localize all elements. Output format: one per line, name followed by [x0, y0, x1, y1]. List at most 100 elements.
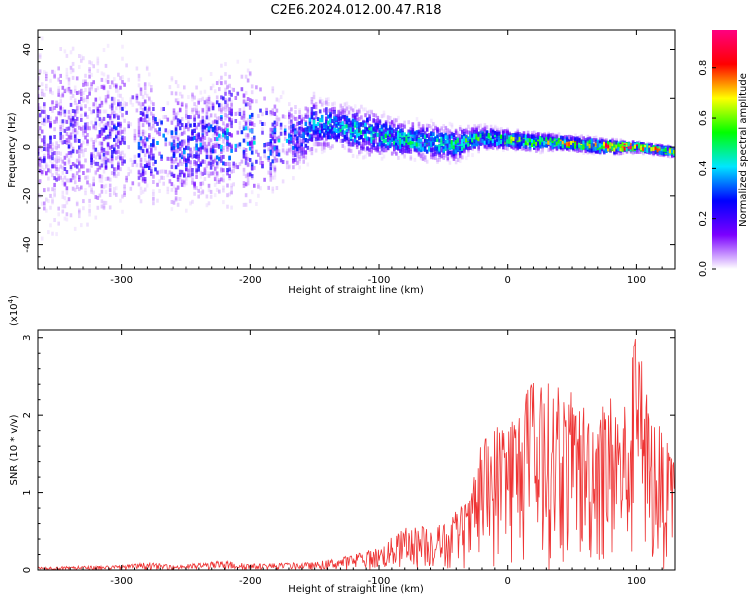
spectrogram-cell	[660, 144, 664, 149]
spectrogram-cell	[121, 102, 124, 107]
spectrogram-cell	[337, 133, 340, 138]
spectrogram-cell	[137, 195, 141, 200]
spectrogram-cell	[615, 150, 618, 154]
spectrogram-cell	[415, 148, 419, 153]
spectrogram-cell	[269, 166, 273, 171]
spectrogram-cell	[543, 133, 546, 138]
spectrogram-cell	[582, 151, 585, 155]
spectrogram-cell	[228, 142, 231, 147]
spectrogram-cells	[38, 36, 675, 241]
spectrogram-cell	[100, 146, 104, 151]
spectrogram-cell	[191, 168, 194, 172]
spectrogram-cell	[104, 200, 108, 205]
spectrogram-cell	[131, 163, 135, 167]
spectrogram-cell	[67, 89, 71, 94]
spectrogram-cell	[516, 140, 520, 144]
spectrogram-cell	[290, 129, 293, 134]
spectrogram-cell	[339, 119, 343, 124]
spectrogram-cell	[143, 139, 147, 144]
spectrogram-cell	[296, 149, 299, 154]
spectrogram-cell	[133, 154, 137, 159]
spectrogram-cell	[226, 161, 229, 166]
spectrogram-cell	[127, 121, 130, 126]
spectrogram-cell	[61, 85, 65, 90]
spectrogram-cell	[250, 162, 254, 167]
spectrogram-cell	[137, 173, 141, 177]
spectrogram-cell	[269, 150, 273, 155]
spectrogram-cell	[362, 138, 365, 143]
spectrogram-cell	[137, 133, 141, 138]
spectrogram-cell	[244, 126, 248, 131]
spectrogram-cell	[67, 161, 71, 166]
spectrogram-cell	[594, 146, 598, 151]
spectrogram-cell	[283, 136, 287, 141]
spectrogram-cell	[549, 133, 553, 138]
spectrogram-cell	[148, 117, 151, 122]
spectrogram-cell	[615, 147, 618, 152]
spectrogram-cell	[96, 61, 100, 66]
spectrogram-cell	[343, 124, 347, 129]
spectrogram-cell	[613, 140, 616, 145]
spectrogram-cell	[306, 110, 310, 115]
spectrogram-cell	[226, 168, 229, 172]
spectrogram-cell	[80, 88, 83, 93]
spectrogram-cell	[654, 150, 658, 155]
spectrogram-cell	[461, 149, 464, 154]
spectrogram-cell	[528, 134, 532, 139]
spectrogram-cell	[82, 140, 85, 145]
spectrogram-cell	[384, 148, 388, 153]
spectrogram-cell	[290, 113, 293, 118]
spectrogram-cell	[166, 173, 170, 178]
spectrogram-cell	[176, 174, 180, 179]
spectrogram-cell	[121, 97, 124, 102]
spectrogram-cell	[399, 128, 402, 133]
spectrogram-cell	[82, 199, 85, 204]
spectrogram-cell	[240, 130, 244, 135]
spectrogram-cell	[397, 155, 400, 160]
spectrogram-cell	[479, 133, 483, 138]
spectrogram-cell	[436, 159, 439, 164]
spectrogram-cell	[195, 108, 198, 113]
spectrogram-cell	[59, 157, 62, 162]
spectrogram-cell	[298, 141, 301, 146]
spectrogram-cell	[502, 129, 505, 134]
spectrogram-cell	[298, 121, 301, 125]
spectrogram-cell	[230, 99, 233, 104]
spectrogram-cell	[374, 113, 378, 118]
spectrogram-cell	[510, 141, 513, 146]
spectrogram-cell	[302, 131, 305, 136]
spectrogram-cell	[45, 86, 48, 91]
spectrogram-cell	[152, 156, 155, 161]
spectrogram-cell	[148, 166, 151, 170]
spectrogram-cell	[382, 113, 386, 118]
spectrogram-cell	[456, 138, 460, 143]
spectrogram-cell	[271, 164, 275, 169]
spectrogram-cell	[152, 139, 155, 144]
spectrogram-cell	[578, 148, 581, 153]
spectrogram-cell	[197, 167, 200, 172]
spectrogram-cell	[57, 102, 60, 107]
spectrogram-cell	[102, 137, 106, 141]
spectrogram-cell	[51, 100, 54, 105]
spectrogram-cell	[38, 53, 42, 58]
spectrogram-cell	[154, 146, 157, 151]
spectrogram-cell	[355, 121, 359, 125]
spectrogram-cell	[452, 156, 456, 161]
spectrogram-cell	[178, 180, 182, 185]
spectrogram-cell	[275, 158, 279, 163]
spectrogram-cell	[642, 147, 645, 152]
spectrogram-cell	[158, 118, 161, 123]
spectrogram-cell	[329, 123, 332, 127]
spectrogram-cell	[255, 159, 258, 164]
spectrogram-cell	[428, 142, 431, 147]
spectrogram-cell	[178, 146, 182, 151]
spectrogram-cell	[471, 140, 474, 145]
spectrogram-cell	[207, 126, 211, 131]
spectrogram-cell	[195, 150, 198, 155]
spectrogram-cell	[69, 142, 73, 147]
spectrogram-cell	[425, 133, 429, 138]
spectrogram-cell	[94, 117, 98, 122]
spectrogram-cell	[113, 149, 116, 154]
spectrogram-cell	[113, 187, 116, 192]
spectrogram-cell	[440, 138, 443, 143]
